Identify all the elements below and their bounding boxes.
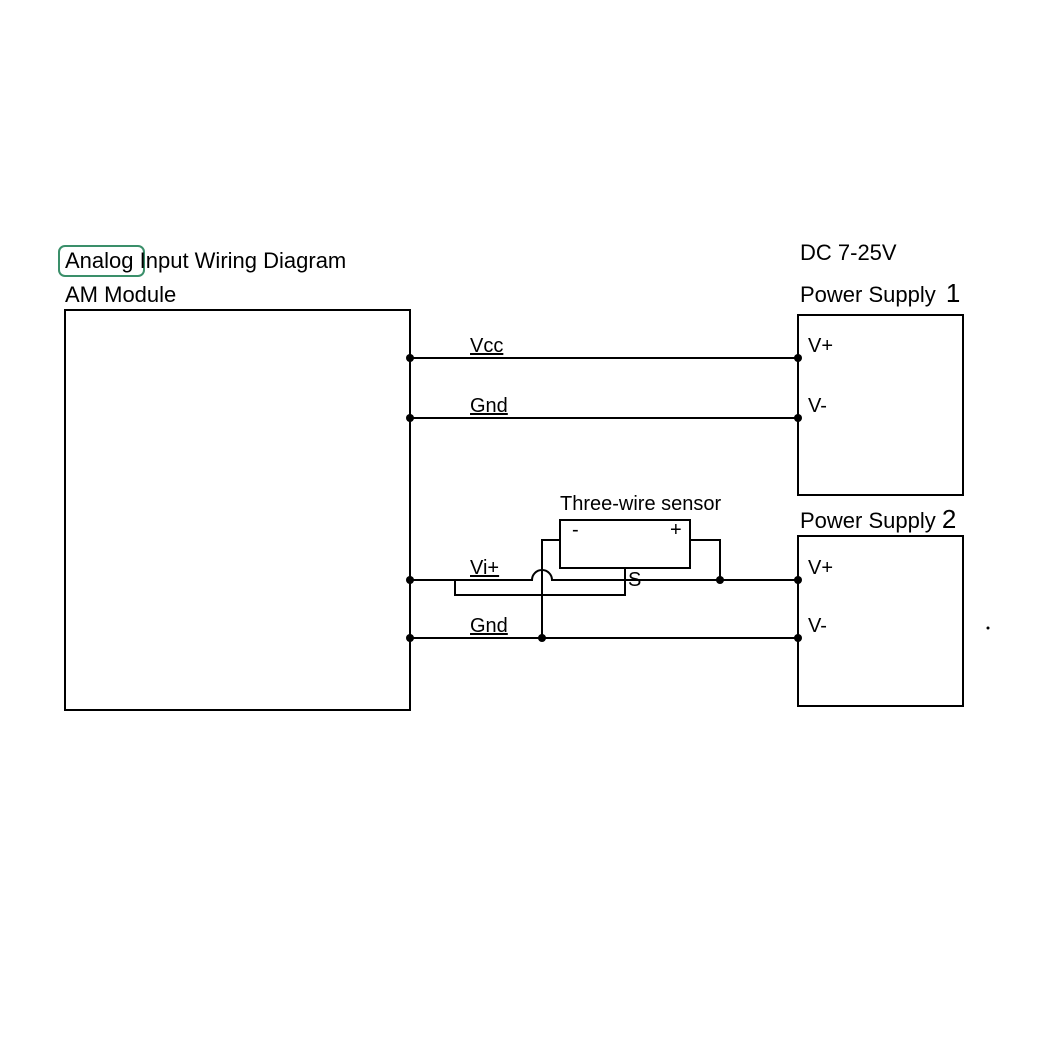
gnd-top-label: Gnd bbox=[470, 395, 508, 417]
wiring-diagram: Analog Input Wiring Diagram AM Module DC… bbox=[0, 0, 1050, 1050]
am-module-box bbox=[65, 310, 410, 710]
vi-label: Vi+ bbox=[470, 557, 499, 579]
stray-dot bbox=[987, 627, 990, 630]
diagram-title: Analog Input Wiring Diagram bbox=[65, 248, 346, 273]
vminus2-label: V- bbox=[808, 615, 827, 637]
title-part1: Analog bbox=[65, 248, 134, 273]
sensor-plus-label: + bbox=[670, 519, 682, 541]
wire-vi bbox=[410, 570, 798, 580]
sensor-minus-label: - bbox=[572, 519, 579, 541]
wire-sensor-minus bbox=[542, 540, 560, 638]
vplus1-label: V+ bbox=[808, 335, 833, 357]
sensor-label: Three-wire sensor bbox=[560, 493, 722, 515]
ps1-label: Power Supply 1 bbox=[800, 278, 960, 308]
gnd-bot-label: Gnd bbox=[470, 615, 508, 637]
dc-range-label: DC 7-25V bbox=[800, 240, 897, 265]
am-module-label: AM Module bbox=[65, 282, 176, 307]
ps2-label: Power Supply 2 bbox=[800, 504, 956, 534]
wire-sensor-plus bbox=[690, 540, 720, 580]
vplus2-label: V+ bbox=[808, 557, 833, 579]
vcc-label: Vcc bbox=[470, 335, 503, 357]
vminus1-label: V- bbox=[808, 395, 827, 417]
title-part2: Input Wiring Diagram bbox=[134, 248, 347, 273]
